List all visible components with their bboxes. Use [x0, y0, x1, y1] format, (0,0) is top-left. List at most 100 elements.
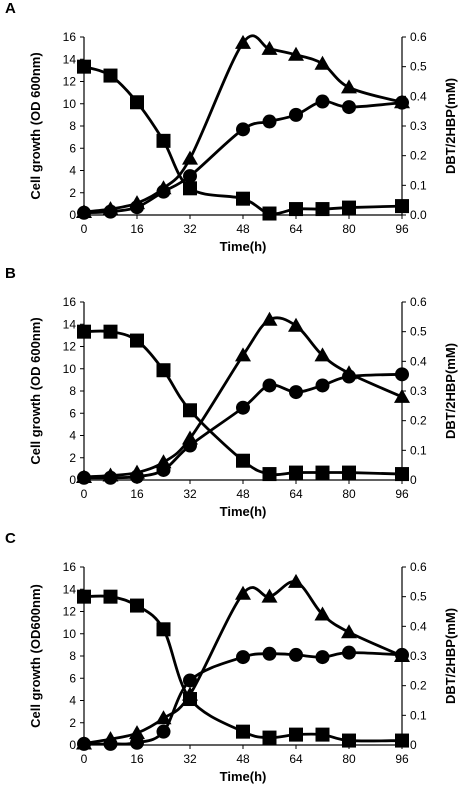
- y-tick-label-right: 0.6: [410, 30, 427, 44]
- y-tick-label-left: 10: [63, 97, 77, 111]
- square-marker: [130, 598, 144, 613]
- square-marker: [156, 622, 171, 637]
- chart-svg: 0 2 4 6 8 10 12 14 16 0.0 0.1 0.2 0.3 0.4 0.5 0.6 0 16 32 4…: [28, 30, 458, 254]
- y-tick-label-right: 0.2: [410, 679, 427, 693]
- circle-marker: [130, 735, 144, 750]
- circle-marker: [183, 673, 197, 688]
- y-tick-label-left: 0: [69, 473, 76, 487]
- panel-label: A: [5, 0, 16, 17]
- y-tick-label-right: 0.4: [410, 619, 427, 633]
- square-marker: [130, 333, 144, 348]
- x-tick-label: 80: [342, 222, 356, 236]
- triangle-marker: [235, 347, 251, 362]
- triangle-marker: [288, 573, 304, 588]
- square-marker: [315, 465, 330, 480]
- x-tick-label: 16: [130, 487, 144, 501]
- circle-marker: [236, 400, 250, 415]
- y-axis-title-left: Cell growth (OD 600nm): [28, 317, 43, 464]
- y-tick-label-left: 2: [69, 451, 76, 465]
- y-tick-label-left: 10: [63, 627, 77, 641]
- x-tick-label: 32: [183, 487, 197, 501]
- square-marker: [236, 453, 250, 468]
- chart-svg: 0 2 4 6 8 10 12 14 16 0 0.1 0.2 0.3 0.4 0.5 0.6 0 16 32 48 6…: [28, 560, 458, 784]
- chart-panel-c: C 0 2 4 6 8 10 12 14 16 0 0.1 0.2 0.3 0.4 0.5 0.6 0 16 32 4…: [0, 530, 474, 795]
- triangle-marker: [341, 365, 357, 380]
- triangle-marker: [155, 710, 172, 725]
- circle-marker: [156, 724, 171, 739]
- y-tick-label-left: 2: [69, 186, 76, 200]
- triangle-marker: [261, 311, 278, 326]
- y-tick-label-left: 4: [69, 694, 76, 708]
- x-tick-label: 32: [183, 222, 197, 236]
- y-tick-label-right: 0.1: [410, 708, 427, 722]
- square-marker: [289, 727, 303, 742]
- y-tick-label-right: 0.4: [410, 354, 427, 368]
- y-tick-label-left: 12: [63, 75, 77, 89]
- triangle-marker: [341, 79, 357, 94]
- circle-marker: [342, 645, 356, 660]
- triangle-marker: [314, 606, 331, 621]
- y-axis-title-left: Cell growth (OD 600nm): [28, 52, 43, 199]
- y-tick-label-left: 12: [63, 340, 77, 354]
- x-tick-label: 0: [81, 487, 88, 501]
- y-tick-label-left: 4: [69, 429, 76, 443]
- x-tick-label: 64: [289, 222, 303, 236]
- x-tick-label: 96: [395, 752, 409, 766]
- x-tick-label: 64: [289, 752, 303, 766]
- y-tick-label-left: 8: [69, 384, 76, 398]
- x-tick-label: 48: [236, 752, 250, 766]
- square-marker: [289, 465, 303, 480]
- square-marker: [315, 202, 330, 217]
- x-tick-label: 80: [342, 487, 356, 501]
- y-axis-title-right: DBT/2HBP(mM): [443, 78, 458, 174]
- y-tick-label-right: 0.6: [410, 560, 427, 574]
- y-tick-label-left: 16: [63, 560, 77, 574]
- x-tick-label: 48: [236, 487, 250, 501]
- y-tick-label-left: 12: [63, 605, 77, 619]
- square-marker: [156, 133, 171, 148]
- square-marker: [77, 324, 91, 339]
- square-marker: [262, 730, 277, 745]
- circle-marker: [183, 169, 197, 184]
- triangle-marker: [76, 204, 92, 219]
- triangle-marker: [314, 347, 331, 362]
- y-tick-label-left: 6: [69, 671, 76, 685]
- y-tick-label-right: 0.3: [410, 384, 427, 398]
- square-marker: [77, 59, 91, 74]
- y-tick-label-right: 0.3: [410, 119, 427, 133]
- y-tick-label-left: 6: [69, 141, 76, 155]
- triangle-marker: [129, 195, 145, 210]
- square-marker: [236, 724, 250, 739]
- square-marker: [77, 589, 91, 604]
- x-tick-label: 0: [81, 222, 88, 236]
- triangle-marker: [76, 735, 92, 750]
- triangle-marker: [288, 317, 304, 332]
- triangle-marker: [76, 469, 92, 484]
- triangle-marker: [182, 686, 198, 701]
- panel-label: C: [5, 530, 16, 547]
- circle-marker: [342, 100, 356, 115]
- circle-marker: [262, 646, 277, 661]
- y-tick-label-left: 8: [69, 119, 76, 133]
- circle-marker: [289, 647, 303, 662]
- square-marker: [342, 465, 356, 480]
- triangle-marker: [288, 46, 304, 61]
- y-tick-label-right: 0.1: [410, 178, 427, 192]
- x-tick-label: 80: [342, 752, 356, 766]
- y-tick-label-right: 0: [410, 738, 417, 752]
- y-tick-label-left: 14: [63, 52, 77, 66]
- square-marker: [103, 324, 118, 339]
- x-axis-title: Time(h): [220, 769, 267, 784]
- y-axis-title-left: Cell growth (OD600nm): [28, 584, 43, 728]
- circle-marker: [236, 122, 250, 137]
- triangle-marker: [261, 588, 278, 603]
- y-tick-label-left: 2: [69, 716, 76, 730]
- x-tick-label: 96: [395, 222, 409, 236]
- x-tick-label: 0: [81, 752, 88, 766]
- triangle-marker: [102, 201, 119, 216]
- circle-marker: [315, 378, 330, 393]
- square-marker: [395, 199, 409, 214]
- square-marker: [342, 200, 356, 215]
- square-marker: [262, 206, 277, 221]
- y-tick-label-left: 6: [69, 406, 76, 420]
